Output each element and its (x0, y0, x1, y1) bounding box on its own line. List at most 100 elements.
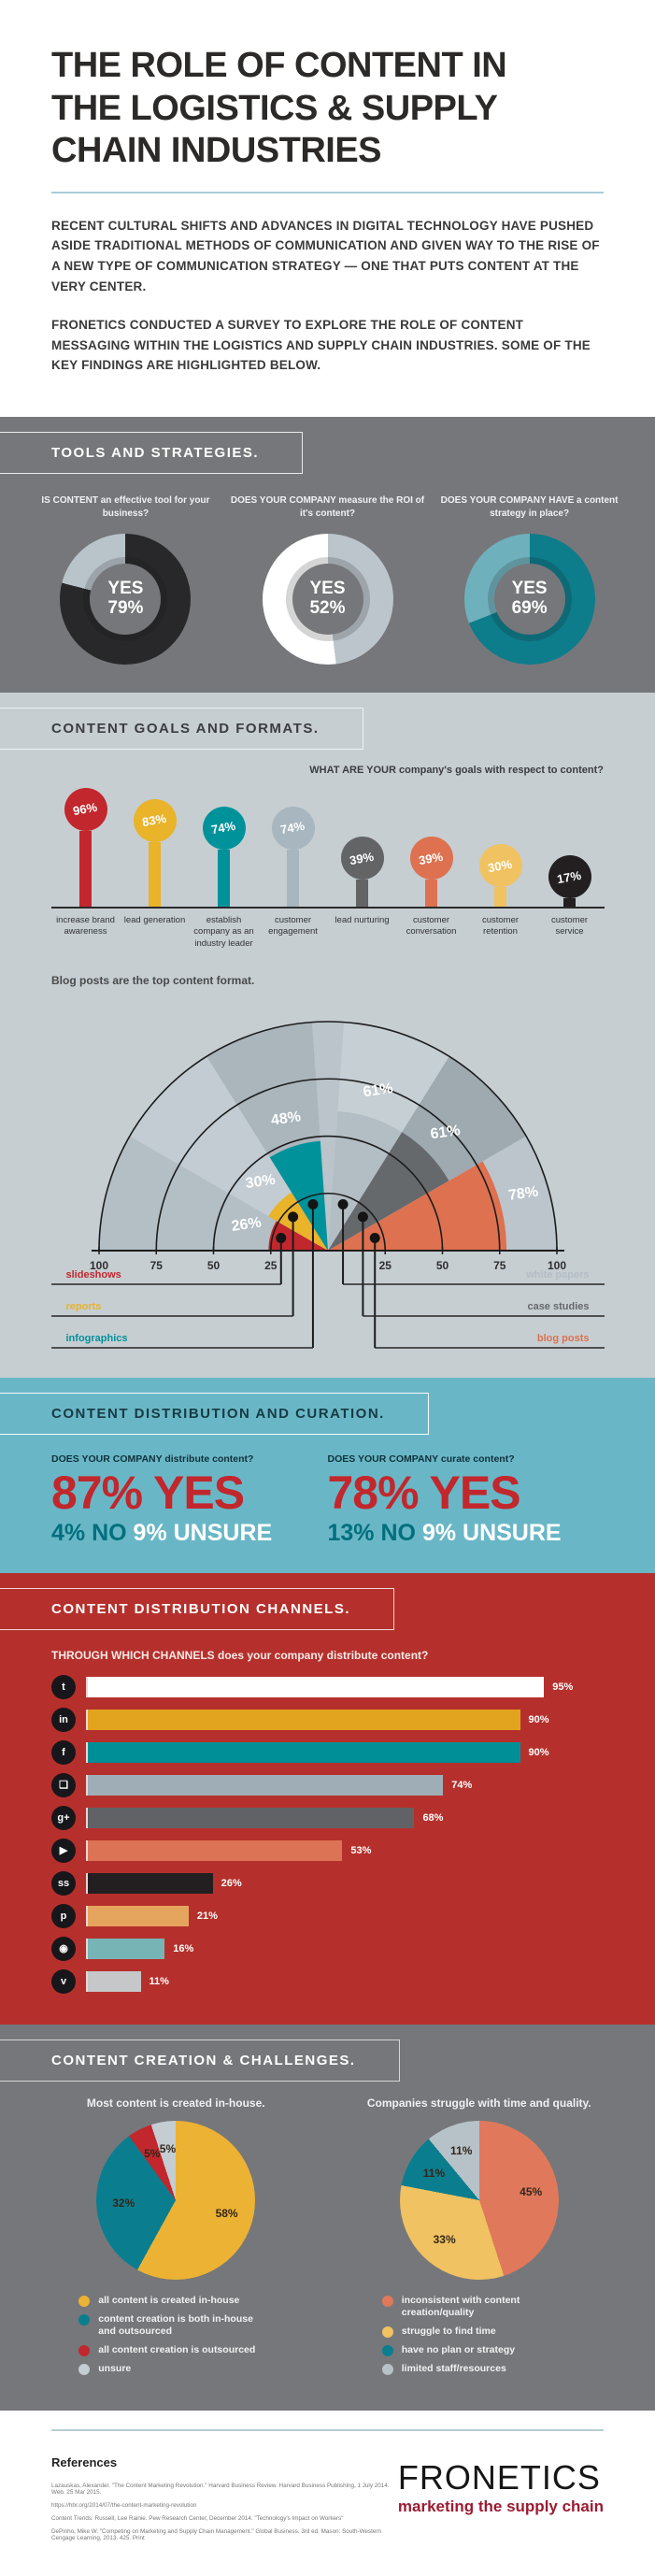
channel-row: in 90% (51, 1707, 621, 1732)
page-title: THE ROLE OF CONTENT IN THE LOGISTICS & S… (51, 46, 507, 171)
format-category-label: reports (65, 1300, 102, 1312)
curate-stat: DOES YOUR COMPANY curate content? 78% YE… (328, 1453, 605, 1547)
channel-bar-track: 11% (86, 1970, 621, 1992)
channel-bar (88, 1970, 141, 1992)
legend-color-dot (381, 2326, 393, 2339)
channel-row: v 11% (51, 1968, 621, 1994)
curate-unsure-value: 9% UNSURE (421, 1519, 562, 1546)
channel-bar (88, 1839, 343, 1861)
lollipop-category-label: lead generation (123, 914, 186, 925)
channel-bar-track: 53% (86, 1839, 621, 1861)
channel-value-label: 90% (528, 1746, 549, 1758)
format-value-label: 30% (244, 1172, 276, 1192)
channel-value-label: 53% (350, 1844, 372, 1856)
donut-center-label: YES (309, 579, 346, 599)
axis-tick-label: 25 (264, 1259, 278, 1272)
lollipop-value-bubble: 74% (271, 806, 315, 850)
legend-color-dot (78, 2364, 91, 2376)
lollipop-value-label: 39% (418, 849, 445, 867)
lollipop-category-label: customer service (550, 914, 589, 937)
channel-value-label: 16% (173, 1942, 194, 1954)
channels-question: THROUGH WHICH CHANNELS does your company… (51, 1648, 429, 1662)
channel-bar-track: 95% (86, 1676, 621, 1697)
legend-item: limited staff/resources (381, 2363, 577, 2376)
footer-divider (51, 2428, 604, 2431)
channel-bar (88, 1709, 520, 1730)
pie-slice-value: 58% (215, 2206, 238, 2220)
pie-slice-value: 11% (450, 2144, 473, 2158)
lollipop-stem (563, 898, 576, 907)
reference-line: https://hbr.org/2014/07/the-content-mark… (51, 2501, 197, 2509)
lollipop-category-label: lead nurturing (335, 914, 390, 925)
channel-value-label: 26% (221, 1877, 242, 1889)
blog-icon: ❏ (51, 1772, 76, 1797)
curate-question: DOES YOUR COMPANY curate content? (327, 1453, 515, 1465)
goals-lollipop-chart: 96% 83% 74% 74% 39% 39% 30% 17% increase brand … (50, 778, 605, 950)
distribution-stats-row: DOES YOUR COMPANY distribute content? 87… (0, 1435, 655, 1547)
lollipop-category-label: customer engagement (268, 914, 318, 937)
channel-value-label: 11% (149, 1975, 169, 1987)
donut-chart: IS CONTENT an effective tool for your bu… (26, 494, 225, 665)
legend-item: unsure (78, 2363, 273, 2376)
lollipop-stem (287, 849, 299, 907)
section-content-goals-and-formats: CONTENT GOALS AND FORMATS. WHAT ARE YOUR… (0, 692, 655, 1378)
section-heading-creation: CONTENT CREATION & CHALLENGES. (0, 2039, 400, 2082)
pie-charts-row: Most content is created in-house. 58% 32% 5… (0, 2082, 655, 2383)
channel-bar-track: 68% (86, 1807, 621, 1828)
reference-line: DePinho, Mike W. "Competing on Marketing… (51, 2527, 381, 2541)
pie-chart-block: Most content is created in-house. 58% 32% 5… (24, 2097, 328, 2383)
donut-question: DOES YOUR COMPANY HAVE a content strateg… (440, 494, 619, 520)
format-category-label: blog posts (536, 1332, 590, 1344)
donut-row: IS CONTENT an effective tool for your bu… (0, 474, 655, 665)
channel-value-label: 21% (196, 1910, 218, 1922)
legend-label: limited staff/resources (401, 2363, 506, 2375)
lollipop-item: 17% (535, 855, 605, 907)
donut-hole: YES 69% (493, 563, 565, 635)
pie-chart-title: Most content is created in-house. (86, 2096, 265, 2110)
section-heading-tools: TOOLS AND STRATEGIES. (0, 431, 304, 474)
lollipop-value-label: 74% (210, 819, 237, 837)
references-heading: References (51, 2454, 118, 2469)
channel-value-label: 95% (552, 1681, 574, 1693)
twitter-icon: t (51, 1674, 76, 1699)
section-heading-channels: CONTENT DISTRIBUTION CHANNELS. (0, 1587, 394, 1630)
legend-item: inconsistent with content creation/quali… (381, 2295, 577, 2319)
section-distribution-and-curation: CONTENT DISTRIBUTION AND CURATION. DOES … (0, 1377, 655, 1573)
channel-bar (88, 1807, 415, 1828)
legend-color-dot (381, 2295, 393, 2307)
curate-yes-value: 78% YES (327, 1466, 521, 1519)
pie-slice-value: 32% (112, 2197, 135, 2211)
channel-row: g+ 68% (51, 1805, 621, 1830)
brand-block: FRONETICS marketing the supply chain (398, 2455, 604, 2548)
distribute-yes-value: 87% YES (51, 1466, 245, 1519)
channel-row: p 21% (51, 1903, 621, 1928)
header-divider (51, 191, 604, 193)
axis-tick-label: 100 (547, 1259, 565, 1272)
linkedin-icon: in (51, 1707, 76, 1732)
channel-row: ▶ 53% (51, 1838, 621, 1863)
lollipop-item: 83% (121, 798, 190, 907)
channel-bar-track: 16% (86, 1938, 621, 1959)
channel-row: ss 26% (51, 1870, 621, 1896)
lollipop-stem (218, 849, 230, 907)
channel-bar-track: 74% (86, 1774, 621, 1796)
vimeo-icon: v (51, 1968, 76, 1994)
lollipop-value-bubble: 30% (478, 844, 522, 888)
fronetics-logo: FRONETICS (397, 2457, 601, 2497)
axis-tick-label: 75 (150, 1259, 163, 1272)
lollipop-category-label: establish company as an industry leader (193, 914, 254, 949)
distribute-no-value: 4% NO (51, 1519, 127, 1546)
pie-chart: 45% 33% 11% 11% (399, 2120, 559, 2280)
legend-item: all content is created in-house (78, 2295, 273, 2307)
format-category-label: white papers (526, 1268, 590, 1281)
lollipop-category-label: increase brand awareness (56, 914, 115, 937)
legend-label: have no plan or strategy (401, 2344, 516, 2356)
lollipop-item: 74% (259, 806, 328, 907)
pie-chart: 58% 32% 5% 5% (96, 2120, 256, 2280)
pie-slice-value: 11% (422, 2167, 446, 2181)
section-heading-distribution: CONTENT DISTRIBUTION AND CURATION. (0, 1392, 429, 1435)
lollipop-value-bubble: 96% (64, 787, 107, 831)
pie-slice-value: 5% (159, 2141, 177, 2155)
google-plus-icon: g+ (51, 1805, 76, 1830)
references-block: References Lazauskas, Alexander. "The Co… (51, 2455, 397, 2548)
